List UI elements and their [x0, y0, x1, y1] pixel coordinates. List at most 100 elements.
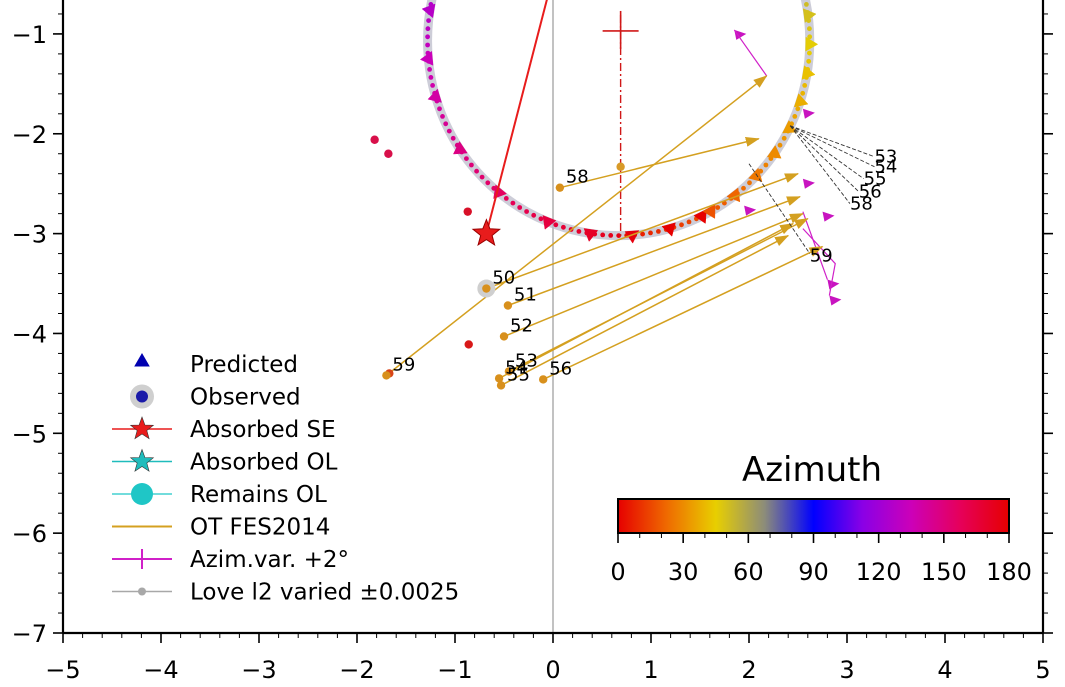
observed-point [539, 375, 548, 384]
observed-point [482, 284, 491, 293]
ring-dot [807, 50, 812, 56]
legend-entry: OT FES2014 [112, 515, 330, 541]
azim-var-marker [822, 211, 835, 222]
legend-entry: Remains OL [112, 482, 327, 508]
ring-dot [426, 18, 431, 23]
ring-dot [425, 34, 430, 40]
ring-dot [524, 209, 529, 214]
x-tick-label: 1 [643, 656, 658, 684]
legend-label: Predicted [190, 352, 298, 378]
ring-dot [425, 42, 430, 48]
y-tick-label: −6 [12, 520, 47, 548]
colorbar-tick-label: 60 [733, 558, 764, 586]
predicted-triangle [805, 36, 819, 52]
azim-var-marker [802, 178, 815, 189]
ring-dot [806, 58, 812, 64]
colorbar-tick-label: 30 [668, 558, 699, 586]
azim-var-marker [827, 279, 840, 290]
observed-point [555, 183, 565, 192]
observed-point [503, 301, 513, 310]
point-label: 56 [859, 182, 882, 203]
ot-arrow [500, 234, 790, 387]
ot-arrow [542, 245, 824, 381]
point-label: 54 [874, 157, 897, 178]
x-tick-label: 0 [545, 656, 560, 684]
ring-dot [608, 233, 614, 238]
ring-dot [640, 231, 645, 237]
ring-dot [747, 180, 752, 186]
ot-arrow [503, 212, 804, 338]
ring-dot [440, 114, 445, 119]
azim-var-marker [802, 108, 815, 119]
ring-dot [715, 205, 721, 210]
x-tick-label: −2 [339, 656, 374, 684]
y-tick-label: −3 [12, 221, 47, 249]
ring-dot [469, 162, 474, 168]
colorbar-tick-label: 150 [921, 558, 967, 586]
legend-entry: Love l2 varied ±0.0025 [112, 580, 459, 606]
x-tick-label: 5 [1035, 656, 1050, 684]
observed-dot [463, 207, 472, 216]
ring-dot [781, 135, 787, 141]
legend-triangle-icon [134, 353, 150, 367]
y-tick-label: −1 [12, 21, 47, 49]
legend-label: Absorbed OL [190, 450, 338, 476]
legend-label: OT FES2014 [190, 515, 330, 541]
predicted-triangle [419, 50, 434, 66]
observed-dot [616, 162, 625, 171]
predicted-triangle [801, 65, 816, 80]
legend-dot-icon [138, 587, 146, 596]
ring-dot [807, 34, 813, 40]
x-tick-label: −4 [143, 656, 178, 684]
ring-dot [531, 212, 537, 218]
point-label: 59 [810, 246, 833, 267]
ring-dot [485, 180, 491, 186]
observed-point-label: 51 [514, 285, 537, 306]
azim-var-link [733, 29, 768, 77]
ring-dot [656, 229, 661, 234]
observed-point [504, 367, 514, 376]
observed-point [499, 332, 509, 341]
ring-dot [503, 196, 509, 201]
observed-point [496, 381, 506, 390]
ring-dot [807, 26, 812, 32]
ot-arrow [507, 195, 801, 307]
ring-dot [763, 162, 769, 168]
absorbed-se-star [471, 218, 502, 247]
x-tick-label: 2 [741, 656, 756, 684]
ot-arrow [559, 137, 760, 189]
x-tick-label: −1 [437, 656, 472, 684]
leader-line [789, 125, 851, 204]
y-tick-label: −7 [12, 620, 47, 648]
ot-arrow [385, 75, 768, 376]
ring-dot [427, 67, 432, 72]
ring-dot [437, 106, 442, 112]
legend-label: Azim.var. +2° [190, 547, 349, 573]
ring-dot [446, 128, 452, 134]
observed-point-label: 56 [549, 358, 572, 379]
predicted-triangle [583, 228, 599, 242]
predicted-triangle [693, 209, 707, 224]
point-label: 58 [850, 194, 873, 215]
observed-dot [464, 340, 473, 349]
ring-dot [561, 224, 566, 230]
ring-dot [474, 168, 479, 174]
leader-line [748, 163, 811, 254]
legend-label: Love l2 varied ±0.0025 [190, 580, 459, 606]
x-tick-label: 4 [937, 656, 952, 684]
point-label: 53 [874, 147, 897, 168]
y-tick-label: −4 [12, 320, 47, 348]
y-tick-label: −5 [12, 420, 47, 448]
observed-dot [384, 149, 393, 158]
observed-point [494, 374, 504, 383]
observed-point-label: 58 [566, 167, 589, 188]
predicted-triangle [802, 8, 817, 23]
legend-label: Absorbed SE [190, 417, 336, 443]
ring-dot [425, 26, 431, 32]
colorbar-tick-label: 90 [798, 558, 829, 586]
ring-dot [804, 2, 809, 7]
leader-line [790, 125, 875, 158]
x-tick-label: 3 [839, 656, 854, 684]
